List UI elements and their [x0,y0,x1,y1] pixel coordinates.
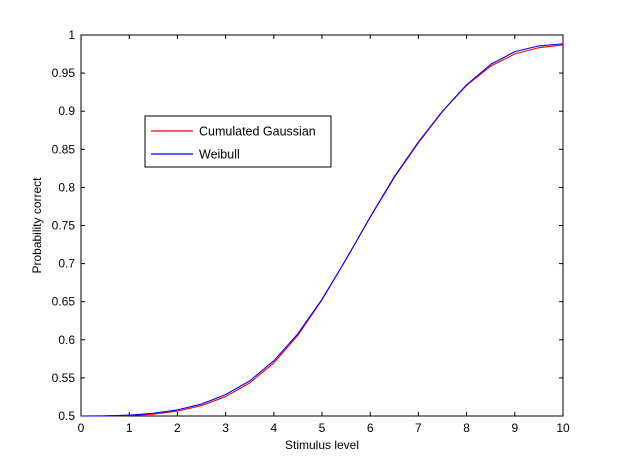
axis-ticks: 0 1 2 3 4 5 6 7 8 9 10 0.5 0.55 0.6 0.65 0.7 0.75 0.8 0.85… [52,28,570,435]
x-tick-label: 5 [319,421,326,435]
y-tick-label: 0.55 [52,371,76,385]
legend-label-weibull: Weibull [199,148,240,162]
x-tick-label: 4 [270,421,277,435]
legend-label-cumulated-gaussian: Cumulated Gaussian [199,125,316,139]
y-tick-label: 0.7 [58,257,75,271]
series-line-weibull [80,43,564,417]
x-axis-title: Stimulus level [285,438,359,452]
x-tick-label: 8 [463,421,470,435]
y-tick-label: 0.9 [58,104,75,118]
series-lines [80,43,564,417]
y-tick-label: 1 [68,28,75,42]
x-tick-label: 2 [174,421,181,435]
plot-area [80,34,564,417]
x-tick-label: 0 [78,421,85,435]
y-tick-label: 0.5 [58,409,75,423]
x-tick-label: 6 [367,421,374,435]
x-tick-label: 9 [511,421,518,435]
y-tick-label: 0.85 [52,142,76,156]
legend-box [144,115,332,168]
y-axis-title: Probability correct [30,177,44,274]
y-tick-label: 0.65 [52,295,76,309]
x-tick-label: 7 [415,421,422,435]
x-tick-label: 3 [222,421,229,435]
legend: Cumulated Gaussian Weibull [144,115,332,168]
y-tick-label: 0.95 [52,66,76,80]
x-tick-label: 1 [126,421,133,435]
y-tick-label: 0.8 [58,180,75,194]
y-tick-label: 0.6 [58,333,75,347]
x-tick-label: 10 [556,421,570,435]
y-tick-label: 0.75 [52,219,76,233]
